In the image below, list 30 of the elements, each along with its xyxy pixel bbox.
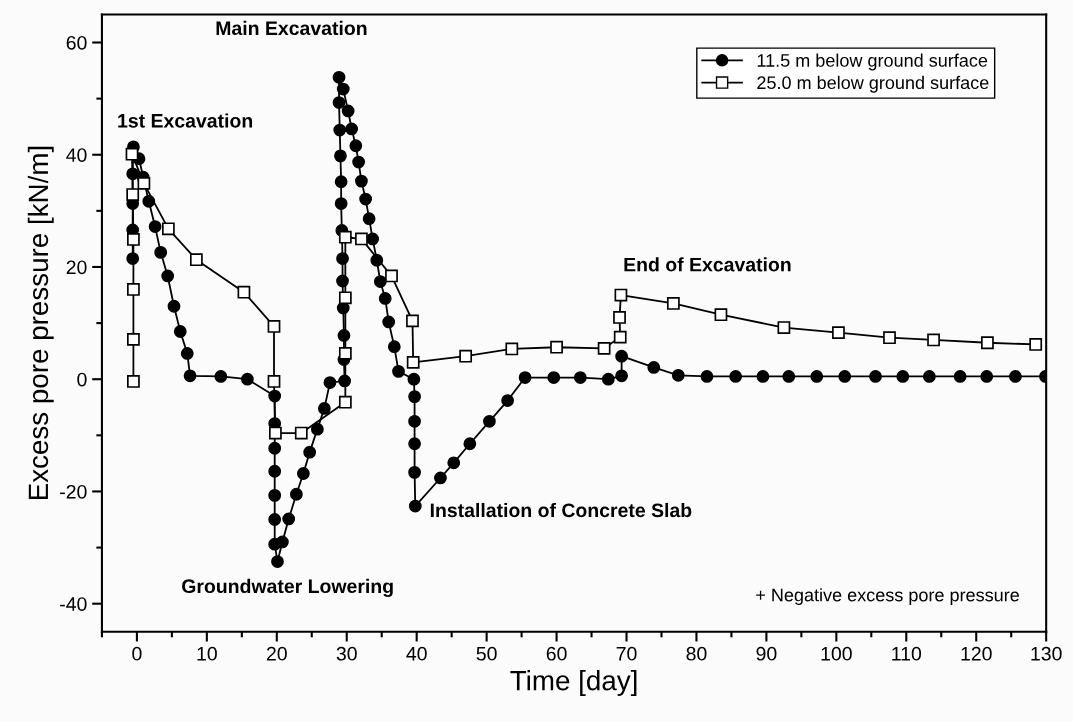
x-tick-label: 80 — [686, 646, 707, 661]
legend-label: 11.5 m below ground surface — [757, 53, 988, 71]
y-tick-label: 60 — [66, 35, 87, 50]
y-tick-label: -40 — [60, 597, 87, 611]
x-tick-label: 40 — [406, 646, 427, 661]
y-axis-title: Excess pore pressure [kN/m] — [27, 146, 54, 500]
x-tick-label: 70 — [616, 646, 637, 661]
x-tick-label: 0 — [132, 646, 142, 661]
x-tick-label: 110 — [892, 646, 922, 661]
annotation: Main Excavation — [216, 20, 367, 36]
x-tick-label: 50 — [476, 646, 497, 661]
x-tick-label: 30 — [336, 646, 357, 661]
y-tick-label: 20 — [66, 260, 87, 275]
annotation: 1st Excavation — [118, 113, 253, 128]
y-tick-label: -20 — [60, 484, 87, 499]
legend-label: 25.0 m below ground surface — [757, 75, 989, 93]
x-tick-label: 120 — [961, 646, 992, 661]
y-tick-label: 40 — [66, 148, 87, 162]
x-tick-label: 100 — [821, 646, 852, 661]
x-tick-label: 10 — [197, 646, 217, 661]
annotation: Installation of Concrete Slab — [430, 502, 692, 518]
x-tick-label: 20 — [266, 646, 287, 661]
x-tick-label: 90 — [756, 646, 777, 661]
annotation: Groundwater Lowering — [182, 578, 393, 598]
annotation: End of Excavation — [624, 257, 791, 272]
x-tick-label: 60 — [546, 646, 567, 661]
y-tick-label: 0 — [77, 372, 87, 387]
annotation: + Negative excess pore pressure — [756, 588, 1019, 605]
x-tick-label: 130 — [1031, 646, 1062, 661]
x-axis-title: Time [day] — [510, 670, 637, 696]
